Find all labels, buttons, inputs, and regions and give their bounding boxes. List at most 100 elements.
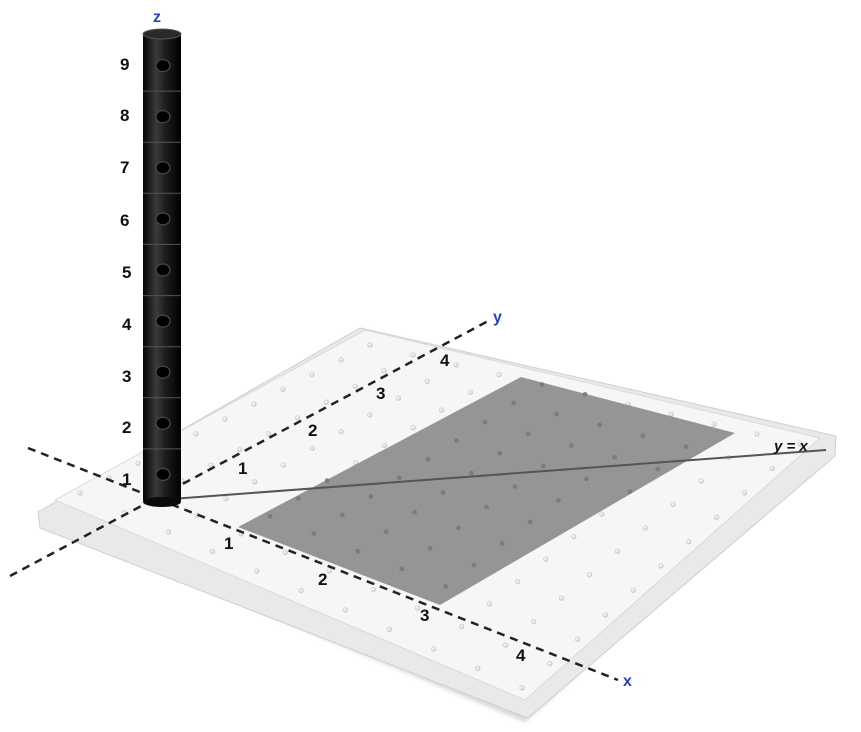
peg: [309, 371, 315, 378]
peg: [503, 642, 509, 648]
peg: [469, 470, 474, 476]
cube-hole: [155, 58, 171, 73]
z-tick-5: 5: [122, 263, 131, 282]
z-axis-label: z: [153, 9, 161, 26]
peg: [414, 605, 421, 611]
peg: [597, 422, 603, 428]
peg: [399, 566, 405, 572]
peg: [769, 465, 775, 472]
peg: [540, 463, 546, 469]
peg: [367, 412, 373, 418]
peg: [397, 475, 402, 481]
line-y-equals-x: [157, 449, 827, 501]
peg: [499, 541, 505, 546]
peg: [222, 416, 228, 422]
peg: [338, 429, 344, 435]
peg: [280, 386, 286, 393]
peg: [482, 419, 488, 425]
peg: [412, 509, 417, 515]
peg: [586, 571, 593, 578]
peg: [484, 504, 489, 510]
cube-hole: [155, 212, 171, 226]
peg: [556, 498, 561, 503]
peg: [135, 460, 141, 467]
cube-hole: [155, 161, 171, 175]
cube-hole: [155, 110, 171, 124]
peg: [698, 478, 704, 484]
peg: [571, 533, 577, 540]
z-tick-2: 2: [122, 418, 131, 437]
x-tick-1: 1: [224, 534, 233, 553]
peg: [251, 401, 257, 407]
peg: [458, 623, 465, 630]
peg: [514, 578, 521, 585]
peg: [599, 511, 605, 517]
peg: [614, 548, 621, 554]
peg: [584, 476, 589, 482]
peg: [355, 548, 361, 554]
peg: [386, 626, 393, 633]
peg: [454, 438, 459, 443]
peg: [569, 443, 574, 448]
x-tick-4: 4: [516, 646, 526, 665]
peg: [309, 445, 315, 452]
x-tick-3: 3: [420, 606, 429, 625]
z-tick-1: 1: [122, 470, 131, 489]
cube-hole: [155, 365, 171, 379]
x-tick-2: 2: [318, 570, 327, 589]
peg: [282, 549, 288, 556]
y-axis-label: y: [493, 309, 502, 326]
peg: [368, 494, 374, 499]
peg: [342, 607, 348, 613]
peg: [209, 548, 216, 555]
peg: [254, 568, 260, 574]
peg: [630, 587, 636, 594]
peg: [326, 568, 333, 574]
peg: [713, 514, 720, 520]
z-tick-8: 8: [120, 106, 129, 125]
peg: [294, 415, 301, 421]
peg: [370, 586, 377, 593]
peg: [298, 587, 304, 594]
peg: [670, 501, 676, 508]
peg: [340, 512, 345, 518]
peg: [425, 456, 431, 462]
peg: [686, 538, 692, 545]
peg: [530, 618, 537, 625]
peg: [381, 442, 388, 449]
x-axis: [27, 446, 619, 682]
peg: [558, 595, 565, 601]
peg: [627, 489, 633, 494]
peg: [410, 425, 416, 431]
peg: [655, 466, 661, 472]
peg: [252, 479, 258, 485]
z-axis-tower: [142, 28, 182, 507]
y-tick-3: 3: [376, 384, 385, 403]
peg: [267, 513, 273, 519]
peg: [574, 636, 581, 642]
peg: [280, 462, 287, 468]
peg: [424, 378, 430, 385]
peg: [467, 389, 474, 396]
y-tick-4: 4: [440, 351, 450, 370]
peg: [612, 454, 618, 460]
z-tick-3: 3: [122, 367, 131, 386]
peg: [338, 357, 344, 363]
y-axis: [9, 318, 491, 578]
peg: [296, 496, 301, 501]
peg: [554, 411, 559, 417]
peg: [640, 433, 646, 439]
cube-hole: [155, 416, 171, 430]
peg: [383, 529, 389, 535]
peg: [602, 612, 609, 618]
peg: [547, 660, 553, 667]
peg: [439, 407, 445, 413]
peg: [512, 484, 518, 489]
peg: [487, 601, 493, 607]
peg: [430, 646, 437, 652]
peg: [311, 531, 317, 537]
peg: [77, 490, 83, 496]
z-tick-6: 6: [120, 211, 129, 230]
shaded-region: [238, 377, 735, 605]
peg: [582, 392, 588, 397]
